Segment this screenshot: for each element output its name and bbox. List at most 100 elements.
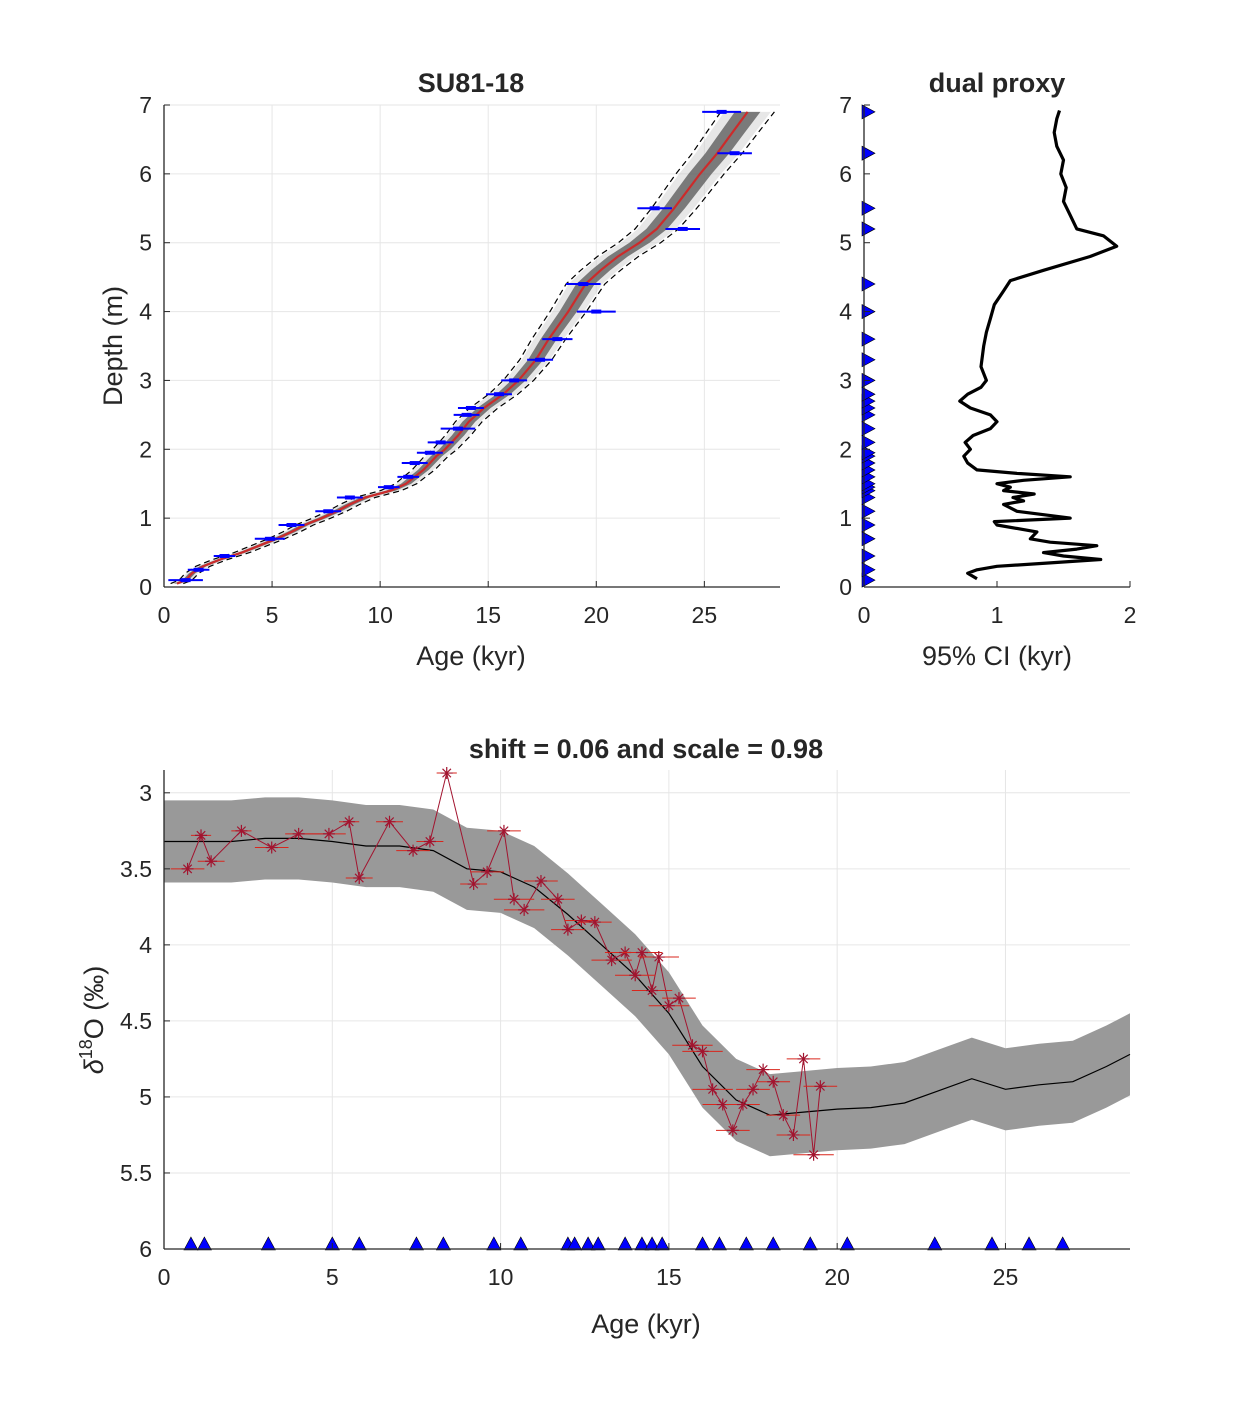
date-point bbox=[180, 578, 191, 583]
x-tick-label: 5 bbox=[266, 602, 279, 628]
x-tick-label: 0 bbox=[158, 602, 171, 628]
proxy-point-asterisk bbox=[205, 855, 218, 868]
proxy-point-asterisk bbox=[777, 1109, 790, 1122]
date-marker-triangle bbox=[861, 352, 876, 368]
date-marker-triangle bbox=[861, 548, 876, 564]
y-tick-label: 7 bbox=[139, 92, 152, 118]
proxy-point-asterisk bbox=[575, 914, 588, 927]
y-tick-label: 5 bbox=[139, 1084, 152, 1110]
o-permil: O (‰) bbox=[79, 966, 109, 1040]
date-marker-triangle bbox=[580, 1236, 596, 1251]
date-point bbox=[649, 206, 660, 211]
ci-upper-dashed-line bbox=[183, 111, 775, 585]
proxy-point-asterisk bbox=[534, 875, 547, 888]
proxy-point-asterisk bbox=[629, 969, 642, 982]
delta-glyph: δ bbox=[79, 1058, 109, 1074]
proxy-point-asterisk bbox=[440, 767, 453, 780]
x-tick-label: 0 bbox=[858, 602, 871, 628]
proxy-point-asterisk bbox=[646, 984, 659, 997]
date-marker-triangle bbox=[738, 1236, 754, 1251]
date-marker-triangle bbox=[183, 1236, 199, 1251]
superscript-18: 18 bbox=[76, 1039, 96, 1059]
date-marker-triangle bbox=[486, 1236, 502, 1251]
x-tick-label: 20 bbox=[583, 602, 609, 628]
date-marker-triangle bbox=[984, 1236, 1000, 1251]
date-marker-triangle bbox=[435, 1236, 451, 1251]
proxy-point-asterisk bbox=[561, 923, 574, 936]
proxy-point-asterisk bbox=[588, 916, 601, 929]
proxy-point-asterisk bbox=[292, 827, 305, 840]
x-tick-label: 25 bbox=[692, 602, 718, 628]
proxy-point-asterisk bbox=[686, 1039, 699, 1052]
panel-title-shift-scale: shift = 0.06 and scale = 0.98 bbox=[469, 734, 823, 764]
y-tick-label: 3.5 bbox=[120, 856, 152, 882]
grid bbox=[163, 104, 780, 588]
date-point bbox=[409, 461, 420, 466]
x-tick-label: 2 bbox=[1124, 602, 1137, 628]
proxy-point-asterisk bbox=[265, 841, 278, 854]
proxy-point-asterisk bbox=[757, 1063, 770, 1076]
x-tick-label: 10 bbox=[488, 1264, 514, 1290]
y-tick-label: 1 bbox=[139, 505, 152, 531]
axes: 0 5 10 15 20 25 3 3.5 4 4.5 5 5.5 6 bbox=[120, 770, 1130, 1290]
date-marker-triangle bbox=[861, 562, 876, 578]
date-point bbox=[435, 440, 446, 445]
date-marker-triangle bbox=[260, 1236, 276, 1251]
proxy-point-asterisk bbox=[235, 824, 248, 837]
y-tick-label: 6 bbox=[139, 161, 152, 187]
y-tick-label: 6 bbox=[839, 161, 852, 187]
proxy-point-asterisk bbox=[747, 1083, 760, 1096]
date-point bbox=[452, 426, 463, 431]
plot-content bbox=[164, 767, 1131, 1251]
x-axis-label-age: Age (kyr) bbox=[416, 641, 526, 671]
date-marker-triangle bbox=[861, 421, 876, 437]
date-point bbox=[323, 509, 334, 514]
x-tick-label: 15 bbox=[656, 1264, 682, 1290]
proxy-point-asterisk bbox=[716, 1098, 729, 1111]
proxy-point-asterisk bbox=[518, 903, 531, 916]
y-tick-label: 1 bbox=[839, 505, 852, 531]
proxy-point-asterisk bbox=[736, 1098, 749, 1111]
date-marker-triangle bbox=[861, 221, 876, 237]
date-point bbox=[424, 450, 435, 455]
date-marker-triangle bbox=[861, 517, 876, 533]
y-axis-label-depth: Depth (m) bbox=[98, 286, 128, 406]
date-marker-triangle bbox=[861, 503, 876, 519]
ensemble-outer-band bbox=[171, 111, 771, 584]
proxy-point-asterisk bbox=[508, 893, 521, 906]
date-point bbox=[461, 412, 472, 417]
y-tick-label: 2 bbox=[839, 436, 852, 462]
date-marker-triangle bbox=[861, 145, 876, 161]
y-tick-label: 3 bbox=[139, 367, 152, 393]
date-marker-triangle bbox=[802, 1236, 818, 1251]
date-marker-triangle bbox=[351, 1236, 367, 1251]
date-point bbox=[344, 495, 355, 500]
y-tick-label: 4 bbox=[139, 932, 152, 958]
y-tick-label: 3 bbox=[839, 367, 852, 393]
date-point bbox=[677, 226, 688, 231]
x-tick-label: 5 bbox=[326, 1264, 339, 1290]
date-marker-triangle bbox=[927, 1236, 943, 1251]
x-axis-label-ci: 95% CI (kyr) bbox=[922, 641, 1072, 671]
date-point bbox=[535, 357, 546, 362]
date-point bbox=[403, 474, 414, 479]
date-point bbox=[729, 151, 740, 156]
proxy-point-asterisk bbox=[726, 1124, 739, 1137]
proxy-point-asterisk bbox=[662, 999, 675, 1012]
date-marker-triangle bbox=[861, 276, 876, 292]
y-tick-label: 5 bbox=[139, 230, 152, 256]
date-marker-triangle bbox=[765, 1236, 781, 1251]
date-point bbox=[193, 567, 204, 572]
proxy-point-asterisk bbox=[652, 951, 665, 964]
date-marker-triangle bbox=[654, 1236, 670, 1251]
panel-title-su81-18: SU81-18 bbox=[418, 68, 525, 98]
axes: 0 1 2 0 1 2 3 4 5 6 7 bbox=[839, 92, 1136, 628]
date-marker-triangle bbox=[839, 1236, 855, 1251]
d18o-panel: shift = 0.06 and scale = 0.98 Age (kyr) … bbox=[76, 734, 1131, 1339]
proxy-point-asterisk bbox=[706, 1083, 719, 1096]
x-axis-label-age-bottom: Age (kyr) bbox=[591, 1309, 701, 1339]
y-tick-label: 2 bbox=[139, 436, 152, 462]
proxy-point-asterisk bbox=[787, 1128, 800, 1141]
date-marker-triangle bbox=[590, 1236, 606, 1251]
date-marker-triangle bbox=[861, 386, 876, 402]
